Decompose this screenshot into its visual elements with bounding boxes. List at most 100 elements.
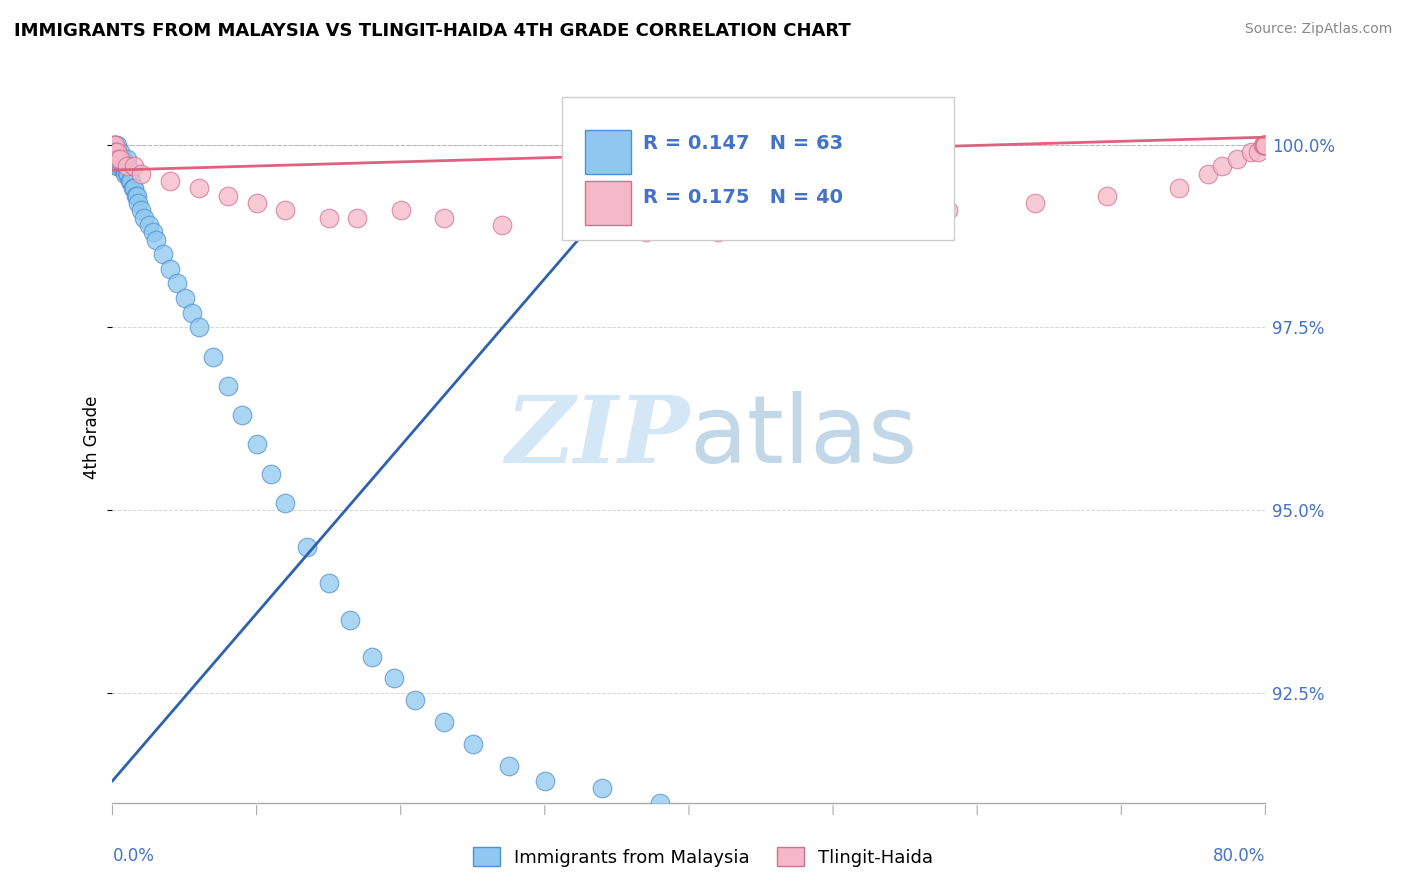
Point bbox=[245, 437, 267, 451]
Point bbox=[117, 167, 139, 181]
Point bbox=[1211, 160, 1233, 174]
Point bbox=[1254, 137, 1277, 152]
Point bbox=[115, 160, 138, 174]
Point bbox=[115, 152, 138, 166]
Point bbox=[592, 781, 614, 796]
Point bbox=[103, 137, 125, 152]
Point bbox=[105, 160, 128, 174]
Point bbox=[114, 167, 136, 181]
Point bbox=[103, 145, 125, 159]
Point bbox=[173, 291, 195, 305]
Point bbox=[104, 145, 127, 159]
Point bbox=[1251, 137, 1274, 152]
Point bbox=[103, 145, 125, 159]
Point bbox=[1095, 188, 1118, 202]
Point bbox=[188, 181, 211, 195]
Point bbox=[111, 152, 134, 166]
Point bbox=[1197, 167, 1219, 181]
Point bbox=[260, 467, 283, 481]
Point bbox=[110, 152, 132, 166]
Point bbox=[111, 160, 134, 174]
Point bbox=[1254, 137, 1277, 152]
Point bbox=[107, 152, 129, 166]
Point bbox=[1253, 137, 1275, 152]
Point bbox=[1254, 137, 1277, 152]
Text: R = 0.175   N = 40: R = 0.175 N = 40 bbox=[643, 188, 842, 208]
Point bbox=[498, 759, 520, 773]
Point bbox=[389, 203, 412, 218]
Point bbox=[152, 247, 174, 261]
Point bbox=[433, 715, 456, 730]
Point bbox=[706, 225, 728, 239]
Point bbox=[112, 160, 135, 174]
Point bbox=[274, 496, 297, 510]
Point bbox=[318, 576, 340, 591]
Point bbox=[104, 137, 127, 152]
Point bbox=[107, 145, 129, 159]
Point bbox=[202, 350, 225, 364]
Text: atlas: atlas bbox=[689, 391, 917, 483]
Point bbox=[217, 379, 239, 393]
Point bbox=[103, 152, 125, 166]
Point bbox=[1226, 152, 1249, 166]
FancyBboxPatch shape bbox=[562, 97, 955, 240]
FancyBboxPatch shape bbox=[585, 181, 631, 225]
Point bbox=[108, 152, 131, 166]
Point bbox=[339, 613, 361, 627]
Point bbox=[166, 277, 188, 291]
FancyBboxPatch shape bbox=[585, 130, 631, 174]
Point bbox=[105, 152, 128, 166]
Point bbox=[118, 174, 141, 188]
Point bbox=[134, 211, 156, 225]
Point bbox=[865, 211, 887, 225]
Point bbox=[404, 693, 426, 707]
Text: Source: ZipAtlas.com: Source: ZipAtlas.com bbox=[1244, 22, 1392, 37]
Point bbox=[127, 196, 149, 211]
Point bbox=[562, 218, 585, 232]
Point bbox=[295, 540, 318, 554]
Point bbox=[121, 181, 143, 195]
Point bbox=[634, 225, 657, 239]
Point bbox=[533, 773, 555, 788]
Point bbox=[1024, 196, 1046, 211]
Point bbox=[346, 211, 368, 225]
Point bbox=[103, 137, 125, 152]
Point bbox=[105, 137, 128, 152]
Point bbox=[125, 188, 148, 202]
Point bbox=[159, 261, 181, 276]
Point bbox=[274, 203, 297, 218]
Point bbox=[1167, 181, 1189, 195]
Text: 0.0%: 0.0% bbox=[112, 847, 155, 864]
Point bbox=[103, 145, 125, 159]
Text: ZIP: ZIP bbox=[505, 392, 689, 482]
Legend: Immigrants from Malaysia, Tlingit-Haida: Immigrants from Malaysia, Tlingit-Haida bbox=[465, 840, 941, 874]
Point bbox=[180, 306, 202, 320]
Point bbox=[245, 196, 267, 211]
Point bbox=[115, 160, 138, 174]
Y-axis label: 4th Grade: 4th Grade bbox=[83, 395, 101, 479]
Point bbox=[104, 152, 127, 166]
Point bbox=[108, 145, 131, 159]
Point bbox=[360, 649, 382, 664]
Point bbox=[105, 145, 128, 159]
Point bbox=[105, 145, 128, 159]
Text: R = 0.147   N = 63: R = 0.147 N = 63 bbox=[643, 134, 844, 153]
Point bbox=[142, 225, 165, 239]
Point bbox=[231, 408, 253, 422]
Text: IMMIGRANTS FROM MALAYSIA VS TLINGIT-HAIDA 4TH GRADE CORRELATION CHART: IMMIGRANTS FROM MALAYSIA VS TLINGIT-HAID… bbox=[14, 22, 851, 40]
Point bbox=[936, 203, 959, 218]
Point bbox=[491, 218, 513, 232]
Text: 80.0%: 80.0% bbox=[1213, 847, 1265, 864]
Point bbox=[104, 145, 127, 159]
Point bbox=[1247, 145, 1270, 159]
Point bbox=[124, 188, 146, 202]
Point bbox=[120, 174, 142, 188]
Point bbox=[1254, 137, 1277, 152]
Point bbox=[138, 218, 160, 232]
Point bbox=[107, 160, 129, 174]
Point bbox=[188, 320, 211, 334]
Point bbox=[108, 152, 131, 166]
Point bbox=[217, 188, 239, 202]
Point bbox=[110, 160, 132, 174]
Point bbox=[793, 218, 815, 232]
